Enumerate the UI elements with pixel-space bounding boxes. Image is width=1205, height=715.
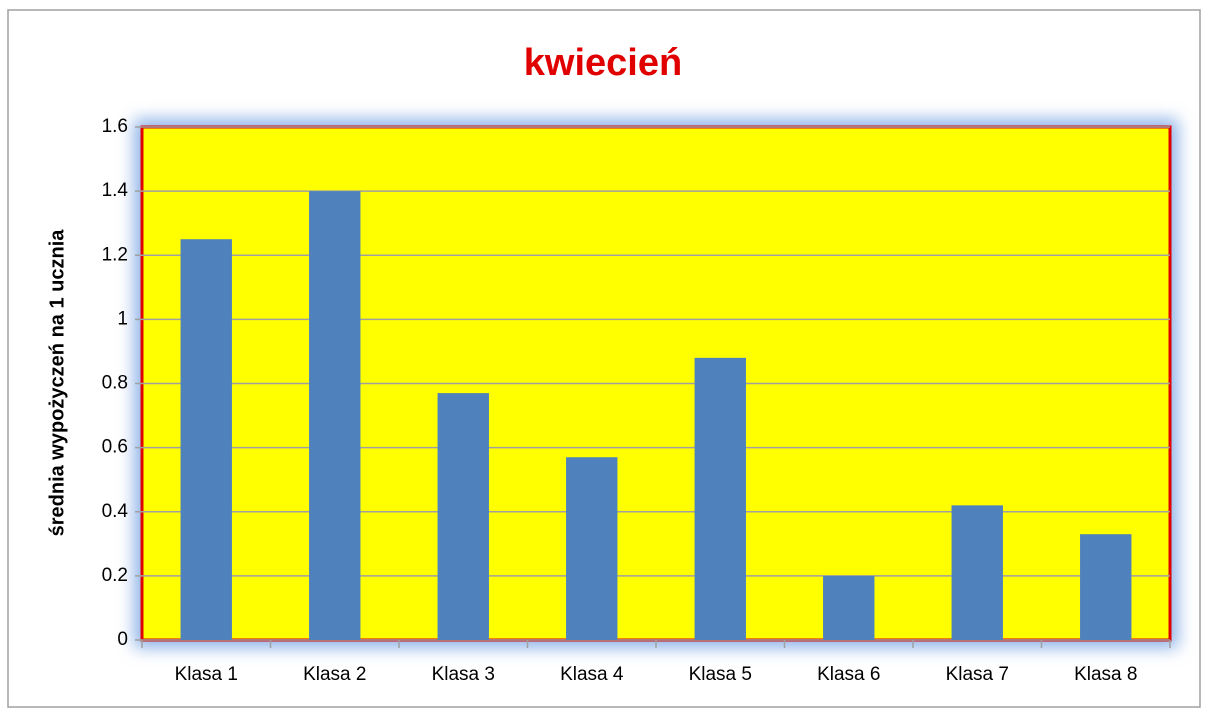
x-tick-label: Klasa 6: [817, 664, 880, 685]
chart-title: kwiecień: [524, 42, 682, 84]
x-tick-label: Klasa 2: [303, 664, 366, 685]
bar: [437, 393, 489, 640]
bar: [823, 575, 875, 640]
x-tick-label: Klasa 4: [560, 664, 624, 685]
x-tick-label: Klasa 3: [432, 664, 495, 685]
x-tick-label: Klasa 5: [689, 664, 752, 685]
y-tick-label: 1: [117, 308, 128, 329]
bar: [309, 191, 361, 640]
bar: [951, 505, 1003, 640]
x-tick-label: Klasa 8: [1074, 664, 1137, 685]
bar: [694, 357, 746, 640]
bar: [1080, 534, 1132, 640]
x-tick-label: Klasa 7: [946, 664, 1009, 685]
y-tick-label: 0.2: [102, 565, 128, 586]
y-tick-label: 0.8: [102, 373, 128, 394]
y-tick-label: 1.2: [102, 244, 128, 265]
bar: [566, 457, 618, 640]
y-tick-label: 0.4: [102, 501, 129, 522]
x-tick-label: Klasa 1: [175, 664, 238, 685]
bar: [180, 239, 232, 640]
y-tick-label: 0: [117, 629, 128, 650]
y-tick-label: 0.6: [102, 437, 128, 458]
y-tick-label: 1.4: [102, 180, 129, 201]
y-tick-label: 1.6: [102, 116, 128, 137]
y-axis-label: średnia wypożyczeń na 1 ucznia: [46, 229, 68, 537]
